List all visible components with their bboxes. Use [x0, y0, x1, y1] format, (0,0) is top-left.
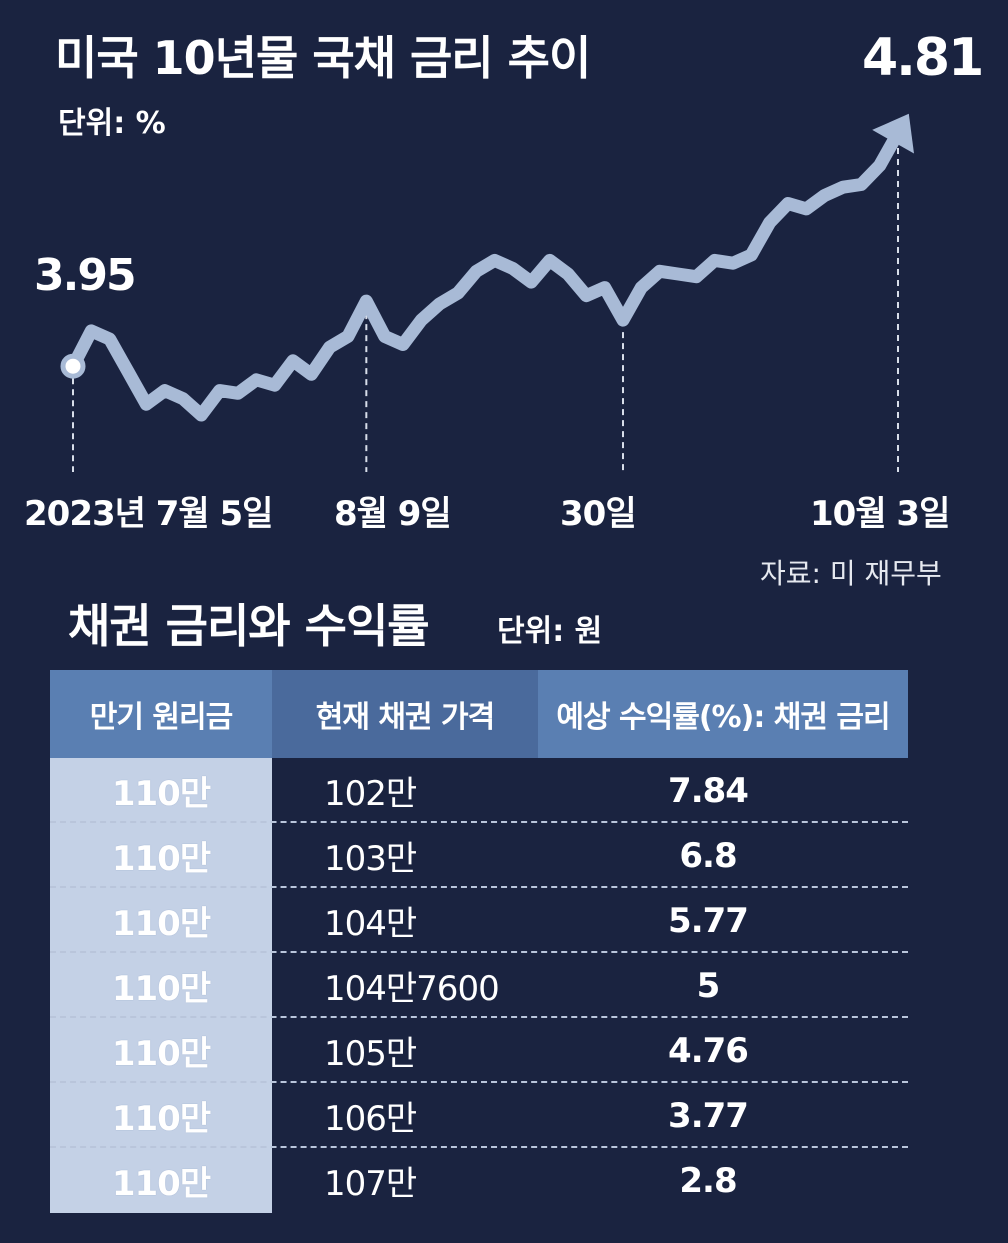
cell-expected-yield: 6.8 — [679, 835, 737, 876]
row-divider — [50, 1146, 908, 1148]
row-divider — [50, 951, 908, 953]
header-current-price: 현재 채권 가격 — [272, 670, 538, 758]
source-note: 자료: 미 재무부 — [760, 557, 942, 590]
chart-unit: 단위: % — [58, 106, 166, 141]
table-row: 110만 102만 7.84 — [50, 758, 908, 823]
table-row: 110만 105만 4.76 — [50, 1018, 908, 1083]
row-divider — [50, 886, 908, 888]
table-row: 110만 104만 5.77 — [50, 888, 908, 953]
date-label-oct3: 10월 3일 — [810, 494, 950, 534]
end-value-label: 4.81 — [862, 28, 984, 88]
cell-current-price: 106만 — [324, 1099, 417, 1139]
table-row: 110만 106만 3.77 — [50, 1083, 908, 1148]
cell-maturity-amount: 110만 — [50, 1018, 272, 1083]
date-label-jul5: 2023년 7월 5일 — [24, 494, 273, 534]
table-row: 110만 104만7600 5 — [50, 953, 908, 1018]
cell-current-price: 105만 — [324, 1034, 417, 1074]
bond-yield-table: 만기 원리금 현재 채권 가격 예상 수익률(%): 채권 금리 110만 10… — [50, 670, 908, 1213]
chart-title: 미국 10년물 국채 금리 추이 — [55, 31, 591, 85]
cell-current-price: 104만 — [324, 904, 417, 944]
rate-series-line — [66, 135, 900, 422]
line-chart — [60, 113, 914, 472]
cell-current-price: 103만 — [324, 839, 417, 879]
date-guides — [72, 148, 899, 472]
table-unit: 단위: 원 — [497, 614, 603, 649]
start-point-icon — [60, 353, 86, 379]
start-value-label: 3.95 — [34, 250, 137, 301]
cell-maturity-amount: 110만 — [50, 953, 272, 1018]
cell-expected-yield: 4.76 — [668, 1030, 749, 1071]
cell-current-price: 102만 — [324, 774, 417, 814]
cell-expected-yield: 3.77 — [668, 1095, 749, 1136]
header-maturity-amount: 만기 원리금 — [50, 670, 272, 758]
cell-expected-yield: 5.77 — [668, 900, 749, 941]
table-header-row: 만기 원리금 현재 채권 가격 예상 수익률(%): 채권 금리 — [50, 670, 908, 758]
table-title: 채권 금리와 수익률 — [68, 599, 430, 653]
cell-maturity-amount: 110만 — [50, 888, 272, 953]
header-expected-yield: 예상 수익률(%): 채권 금리 — [538, 670, 908, 758]
row-divider — [50, 1081, 908, 1083]
cell-maturity-amount: 110만 — [50, 758, 272, 823]
table-row: 110만 103만 6.8 — [50, 823, 908, 888]
cell-expected-yield: 7.84 — [668, 770, 749, 811]
cell-maturity-amount: 110만 — [50, 823, 272, 888]
table-row: 110만 107만 2.8 — [50, 1148, 908, 1213]
table-body: 110만 102만 7.84 110만 103만 6.8 110만 104만 5… — [50, 758, 908, 1213]
cell-current-price: 107만 — [324, 1164, 417, 1204]
cell-maturity-amount: 110만 — [50, 1083, 272, 1148]
cell-expected-yield: 2.8 — [679, 1160, 737, 1201]
cell-current-price: 104만7600 — [324, 969, 500, 1009]
date-label-aug30: 30일 — [560, 494, 637, 534]
date-label-aug9: 8월 9일 — [334, 494, 452, 534]
row-divider — [50, 821, 908, 823]
cell-expected-yield: 5 — [696, 965, 721, 1006]
arrow-icon — [872, 113, 914, 154]
row-divider — [50, 1016, 908, 1018]
cell-maturity-amount: 110만 — [50, 1148, 272, 1213]
